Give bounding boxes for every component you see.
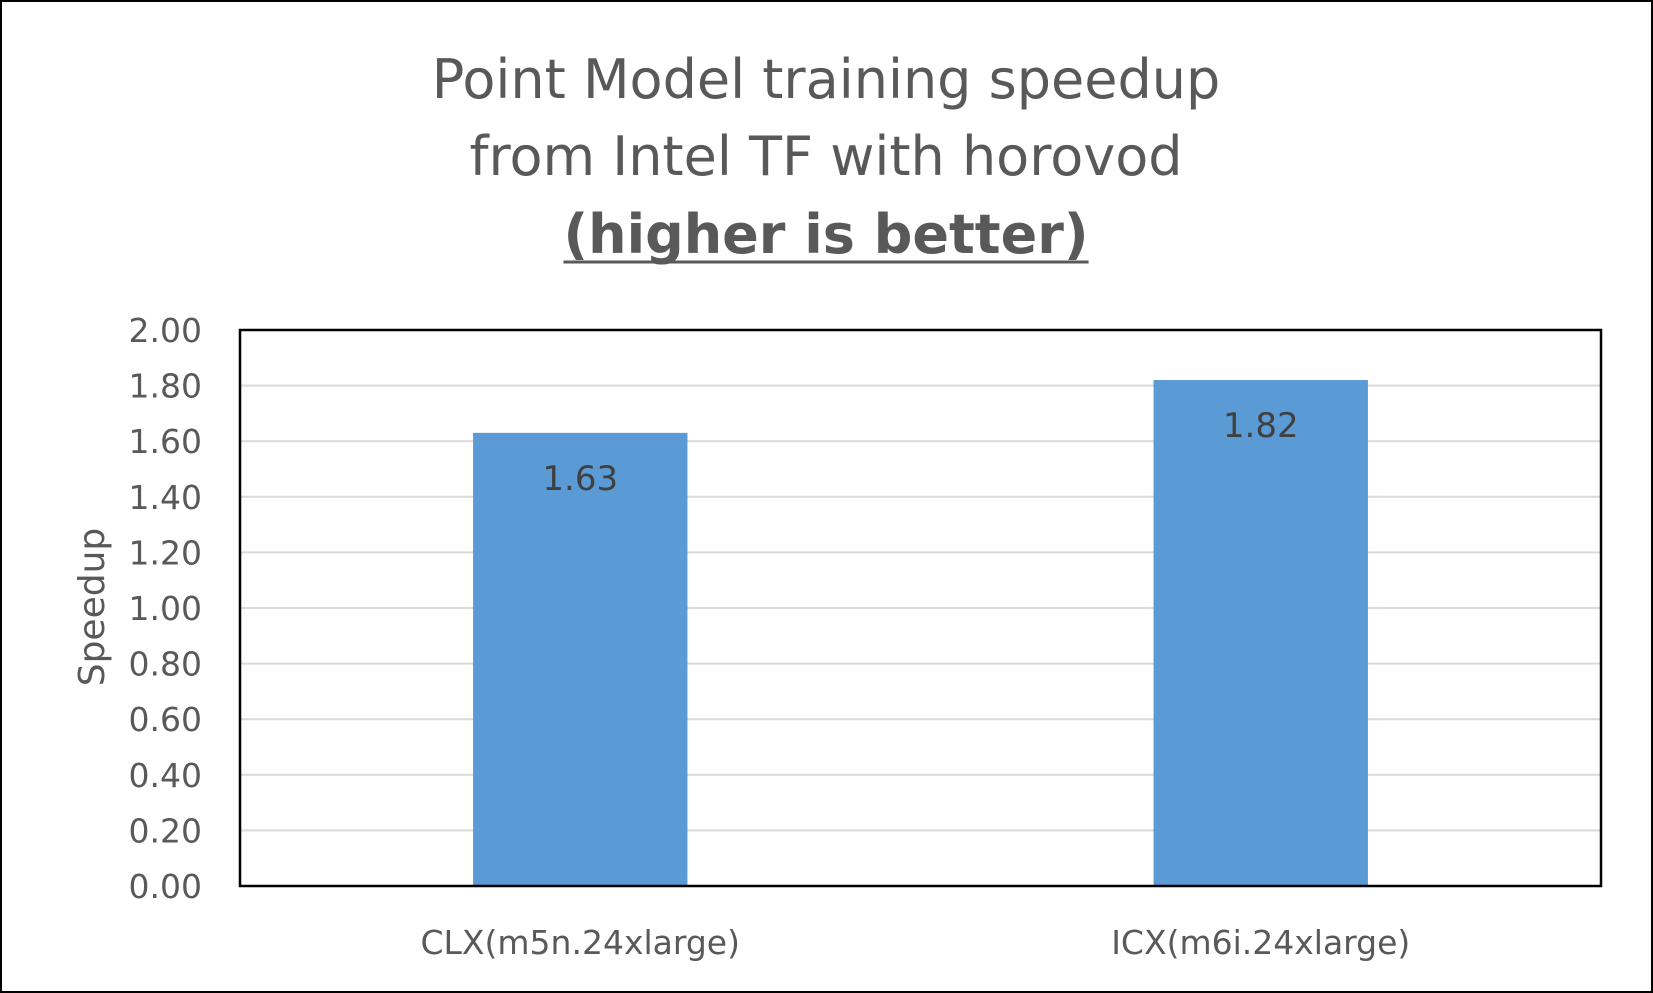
bar (473, 432, 688, 886)
y-tick-label: 0.60 (129, 700, 202, 739)
bar-data-label: 1.63 (542, 459, 618, 499)
plot-area-border (238, 328, 1603, 888)
data-labels: 1.63 1.82 (542, 406, 1298, 499)
chart-subtitle: (higher is better) (563, 203, 1088, 266)
bar (1153, 380, 1368, 886)
bar-data-label: 1.82 (1223, 406, 1299, 446)
y-axis-tick-labels: 0.00 0.20 0.40 0.60 0.80 1.00 1.20 1.40 1.60 1.80… (129, 311, 202, 906)
chart-title-line-1: Point Model training speedup (432, 48, 1221, 111)
y-tick-label: 1.60 (129, 422, 202, 461)
y-tick-label: 0.40 (129, 756, 202, 795)
y-tick-label: 1.80 (129, 367, 202, 406)
chart-title-line-2: from Intel TF with horovod (469, 125, 1182, 188)
y-tick-label: 1.40 (129, 478, 202, 517)
y-tick-label: 2.00 (129, 311, 202, 350)
gridlines (240, 329, 1601, 887)
x-category-label: ICX(m6i.24xlarge) (1111, 923, 1410, 962)
x-axis-category-labels: CLX(m5n.24xlarge) ICX(m6i.24xlarge) (421, 923, 1411, 962)
y-tick-label: 0.00 (129, 867, 202, 906)
bars (473, 380, 1368, 886)
y-axis-title: Speedup (72, 528, 113, 687)
y-tick-label: 1.20 (129, 533, 202, 572)
y-tick-label: 0.80 (129, 645, 202, 684)
chart-title: Point Model training speedup from Intel … (432, 48, 1221, 266)
y-tick-label: 1.00 (129, 589, 202, 628)
x-category-label: CLX(m5n.24xlarge) (421, 923, 740, 962)
y-tick-label: 0.20 (129, 811, 202, 850)
